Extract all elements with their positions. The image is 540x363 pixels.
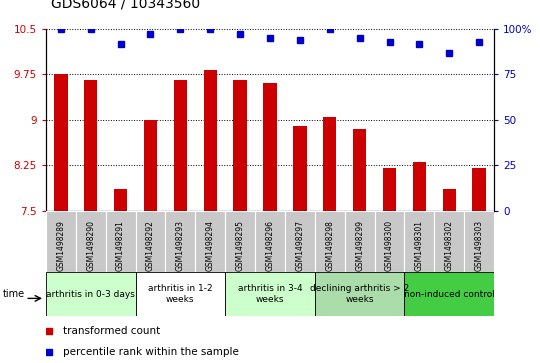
Text: GSM1498303: GSM1498303 <box>475 220 484 271</box>
Bar <box>413 162 426 211</box>
Text: arthritis in 0-3 days: arthritis in 0-3 days <box>46 290 135 298</box>
Text: GSM1498300: GSM1498300 <box>385 220 394 271</box>
Text: transformed count: transformed count <box>63 326 160 336</box>
Bar <box>434 211 464 272</box>
Text: GSM1498298: GSM1498298 <box>325 220 334 271</box>
Bar <box>46 272 136 316</box>
Bar <box>144 120 157 211</box>
Text: GSM1498293: GSM1498293 <box>176 220 185 271</box>
Bar <box>54 74 68 211</box>
Bar <box>293 126 307 211</box>
Text: GSM1498297: GSM1498297 <box>295 220 305 271</box>
Bar <box>136 211 165 272</box>
Bar <box>106 211 136 272</box>
Bar <box>443 189 456 211</box>
Text: time: time <box>3 289 25 299</box>
Text: arthritis in 3-4
weeks: arthritis in 3-4 weeks <box>238 284 302 304</box>
Text: GSM1498296: GSM1498296 <box>266 220 274 271</box>
Bar <box>165 211 195 272</box>
Bar <box>84 81 97 211</box>
Bar <box>255 211 285 272</box>
Text: GSM1498299: GSM1498299 <box>355 220 364 271</box>
Bar <box>353 129 366 211</box>
Bar <box>404 211 434 272</box>
Bar <box>195 211 225 272</box>
Text: non-induced control: non-induced control <box>404 290 495 298</box>
Bar <box>375 211 404 272</box>
Text: arthritis in 1-2
weeks: arthritis in 1-2 weeks <box>148 284 213 304</box>
Text: GSM1498294: GSM1498294 <box>206 220 215 271</box>
Bar <box>225 272 315 316</box>
Bar <box>285 211 315 272</box>
Text: GSM1498295: GSM1498295 <box>235 220 245 271</box>
Text: GSM1498291: GSM1498291 <box>116 220 125 271</box>
Text: GSM1498290: GSM1498290 <box>86 220 95 271</box>
Text: GSM1498289: GSM1498289 <box>56 220 65 271</box>
Bar <box>174 81 187 211</box>
Bar <box>383 168 396 211</box>
Bar <box>136 272 225 316</box>
Bar <box>404 272 494 316</box>
Bar <box>114 189 127 211</box>
Bar <box>464 211 494 272</box>
Text: GDS6064 / 10343560: GDS6064 / 10343560 <box>51 0 200 11</box>
Bar <box>46 211 76 272</box>
Text: GSM1498292: GSM1498292 <box>146 220 155 271</box>
Bar <box>472 168 486 211</box>
Text: GSM1498302: GSM1498302 <box>445 220 454 271</box>
Bar <box>264 83 276 211</box>
Bar <box>345 211 375 272</box>
Bar <box>323 117 336 211</box>
Bar <box>315 211 345 272</box>
Text: percentile rank within the sample: percentile rank within the sample <box>63 347 239 357</box>
Bar <box>76 211 106 272</box>
Bar <box>204 70 217 211</box>
Text: GSM1498301: GSM1498301 <box>415 220 424 271</box>
Bar <box>315 272 404 316</box>
Bar <box>225 211 255 272</box>
Text: declining arthritis > 2
weeks: declining arthritis > 2 weeks <box>310 284 409 304</box>
Bar <box>233 81 247 211</box>
